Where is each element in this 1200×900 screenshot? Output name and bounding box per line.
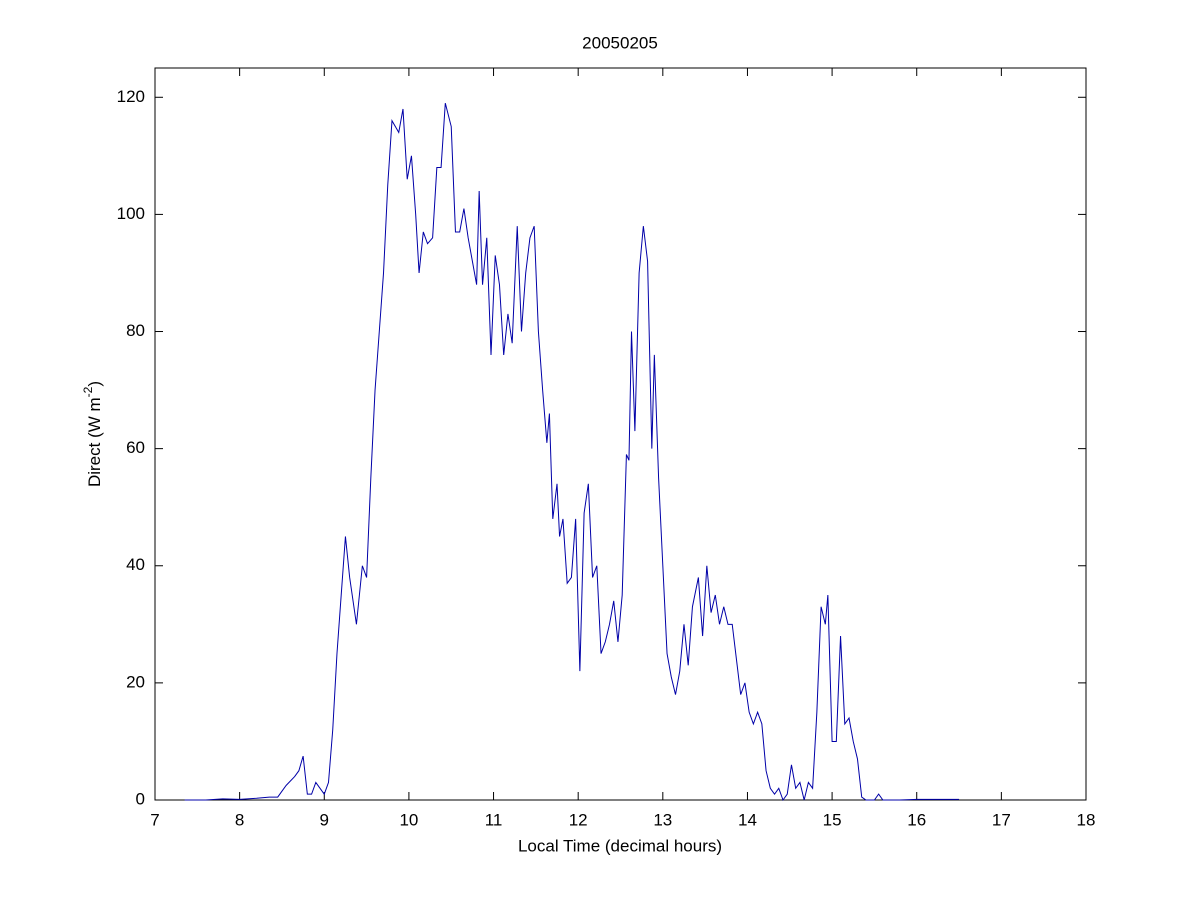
- y-tick-label: 80: [126, 321, 145, 340]
- x-tick-label: 13: [653, 810, 672, 829]
- y-axis-label: Direct (W m-2): [81, 381, 104, 487]
- y-tick-label: 20: [126, 672, 145, 691]
- x-tick-label: 12: [569, 810, 588, 829]
- x-tick-label: 10: [399, 810, 418, 829]
- x-tick-label: 7: [150, 810, 159, 829]
- x-tick-label: 8: [235, 810, 244, 829]
- x-tick-label: 9: [320, 810, 329, 829]
- x-tick-label: 15: [823, 810, 842, 829]
- y-axis-label-end: ): [85, 381, 104, 387]
- chart-title: 20050205: [582, 33, 658, 52]
- x-tick-label: 16: [907, 810, 926, 829]
- y-tick-label: 100: [117, 204, 145, 223]
- x-tick-label: 11: [485, 810, 503, 829]
- y-tick-label: 60: [126, 438, 145, 457]
- y-tick-label: 120: [117, 87, 145, 106]
- x-tick-label: 17: [992, 810, 1011, 829]
- x-tick-label: 18: [1077, 810, 1096, 829]
- plot-frame: [154, 67, 1087, 801]
- x-axis-label: Local Time (decimal hours): [518, 836, 722, 855]
- y-axis-label-sup: -2: [81, 386, 95, 397]
- y-axis-label-text: Direct (W m: [85, 397, 104, 487]
- data-line: [184, 103, 960, 802]
- x-tick-label: 14: [738, 810, 757, 829]
- y-tick-label: 40: [126, 555, 145, 574]
- y-tick-label: 0: [136, 789, 145, 808]
